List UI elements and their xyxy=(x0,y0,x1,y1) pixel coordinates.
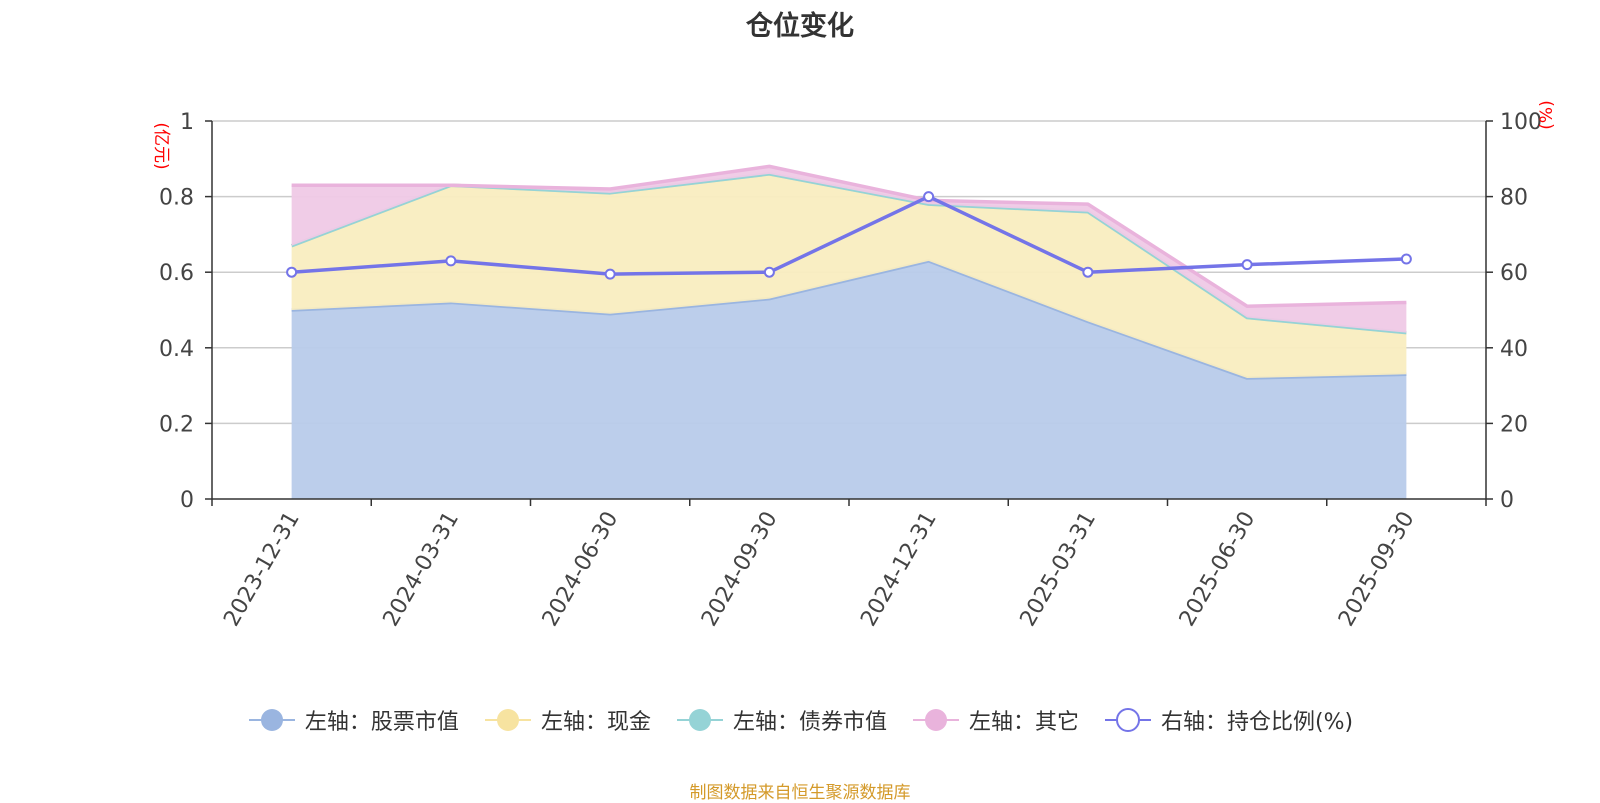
left-axis-unit: (亿元) xyxy=(151,122,171,169)
filled-circle-icon xyxy=(484,709,531,731)
x-axis-tick-label: 2024-03-31 xyxy=(378,508,464,631)
left-axis-tick-label: 0.2 xyxy=(159,412,194,437)
legend-item[interactable]: 左轴：债券市值 xyxy=(675,704,887,736)
x-axis-tick-label: 2024-09-30 xyxy=(697,508,783,631)
filled-circle-icon xyxy=(248,709,295,731)
legend-item[interactable]: 左轴：现金 xyxy=(483,704,651,736)
right-axis-tick-label: 40 xyxy=(1500,337,1528,362)
left-axis-tick-label: 0.4 xyxy=(159,337,194,362)
legend-label: 左轴：债券市值 xyxy=(732,710,887,735)
area-line-3 xyxy=(291,164,1407,308)
x-axis-tick-label: 2025-09-30 xyxy=(1334,508,1420,631)
area-3 xyxy=(291,166,1407,333)
x-axis-tick-label: 2024-12-31 xyxy=(856,508,942,631)
legend: 左轴：股票市值 左轴：现金 左轴：债券市值 左轴：其它 右轴：持仓比例(%) xyxy=(0,704,1600,736)
line-point xyxy=(923,191,935,203)
x-axis-tick-label: 2023-12-31 xyxy=(219,508,305,631)
chart-canvas: 0 0.2 0.4 0.6 0.8 1 0 20 40 60 80 100 (亿元) (%) 2023-12… xyxy=(151,100,1557,631)
line-point xyxy=(286,266,298,278)
line-point xyxy=(445,255,457,267)
hollow-circle-icon xyxy=(1104,708,1151,732)
source-note: 制图数据来自恒生聚源数据库 xyxy=(689,783,911,803)
legend-label: 左轴：现金 xyxy=(540,710,651,735)
line-point xyxy=(604,268,616,280)
legend-label: 左轴：其它 xyxy=(968,710,1079,735)
chart-title: 仓位变化 xyxy=(746,11,854,42)
line-point xyxy=(1400,253,1412,265)
legend-label: 左轴：股票市值 xyxy=(304,710,459,735)
line-point xyxy=(1082,266,1094,278)
area-1 xyxy=(291,173,1407,379)
filled-circle-icon xyxy=(676,709,723,731)
x-axis-tick-label: 2025-06-30 xyxy=(1175,508,1261,631)
x-axis-tick-label: 2024-06-30 xyxy=(538,508,624,631)
right-axis-unit: (%) xyxy=(1537,100,1557,129)
left-axis-tick-label: 1 xyxy=(180,110,194,135)
line-point xyxy=(763,266,775,278)
area-0 xyxy=(291,260,1407,499)
line-series-0 xyxy=(291,194,1407,276)
right-axis-tick-label: 0 xyxy=(1500,488,1514,513)
legend-item[interactable]: 右轴：持仓比例(%) xyxy=(1103,704,1353,736)
legend-item[interactable]: 左轴：股票市值 xyxy=(247,704,459,736)
left-axis-tick-label: 0.6 xyxy=(159,261,194,286)
line-point xyxy=(1241,259,1253,271)
right-axis-tick-label: 20 xyxy=(1500,412,1528,437)
right-axis-tick-label: 60 xyxy=(1500,261,1528,286)
x-axis-tick-label: 2025-03-31 xyxy=(1015,508,1101,631)
legend-label: 右轴：持仓比例(%) xyxy=(1160,710,1354,735)
left-axis-tick-label: 0.8 xyxy=(159,186,194,211)
legend-item[interactable]: 左轴：其它 xyxy=(911,704,1079,736)
left-axis-tick-label: 0 xyxy=(180,488,194,513)
right-axis-tick-label: 100 xyxy=(1500,110,1542,135)
filled-circle-icon xyxy=(912,709,959,731)
right-axis-tick-label: 80 xyxy=(1500,186,1528,211)
